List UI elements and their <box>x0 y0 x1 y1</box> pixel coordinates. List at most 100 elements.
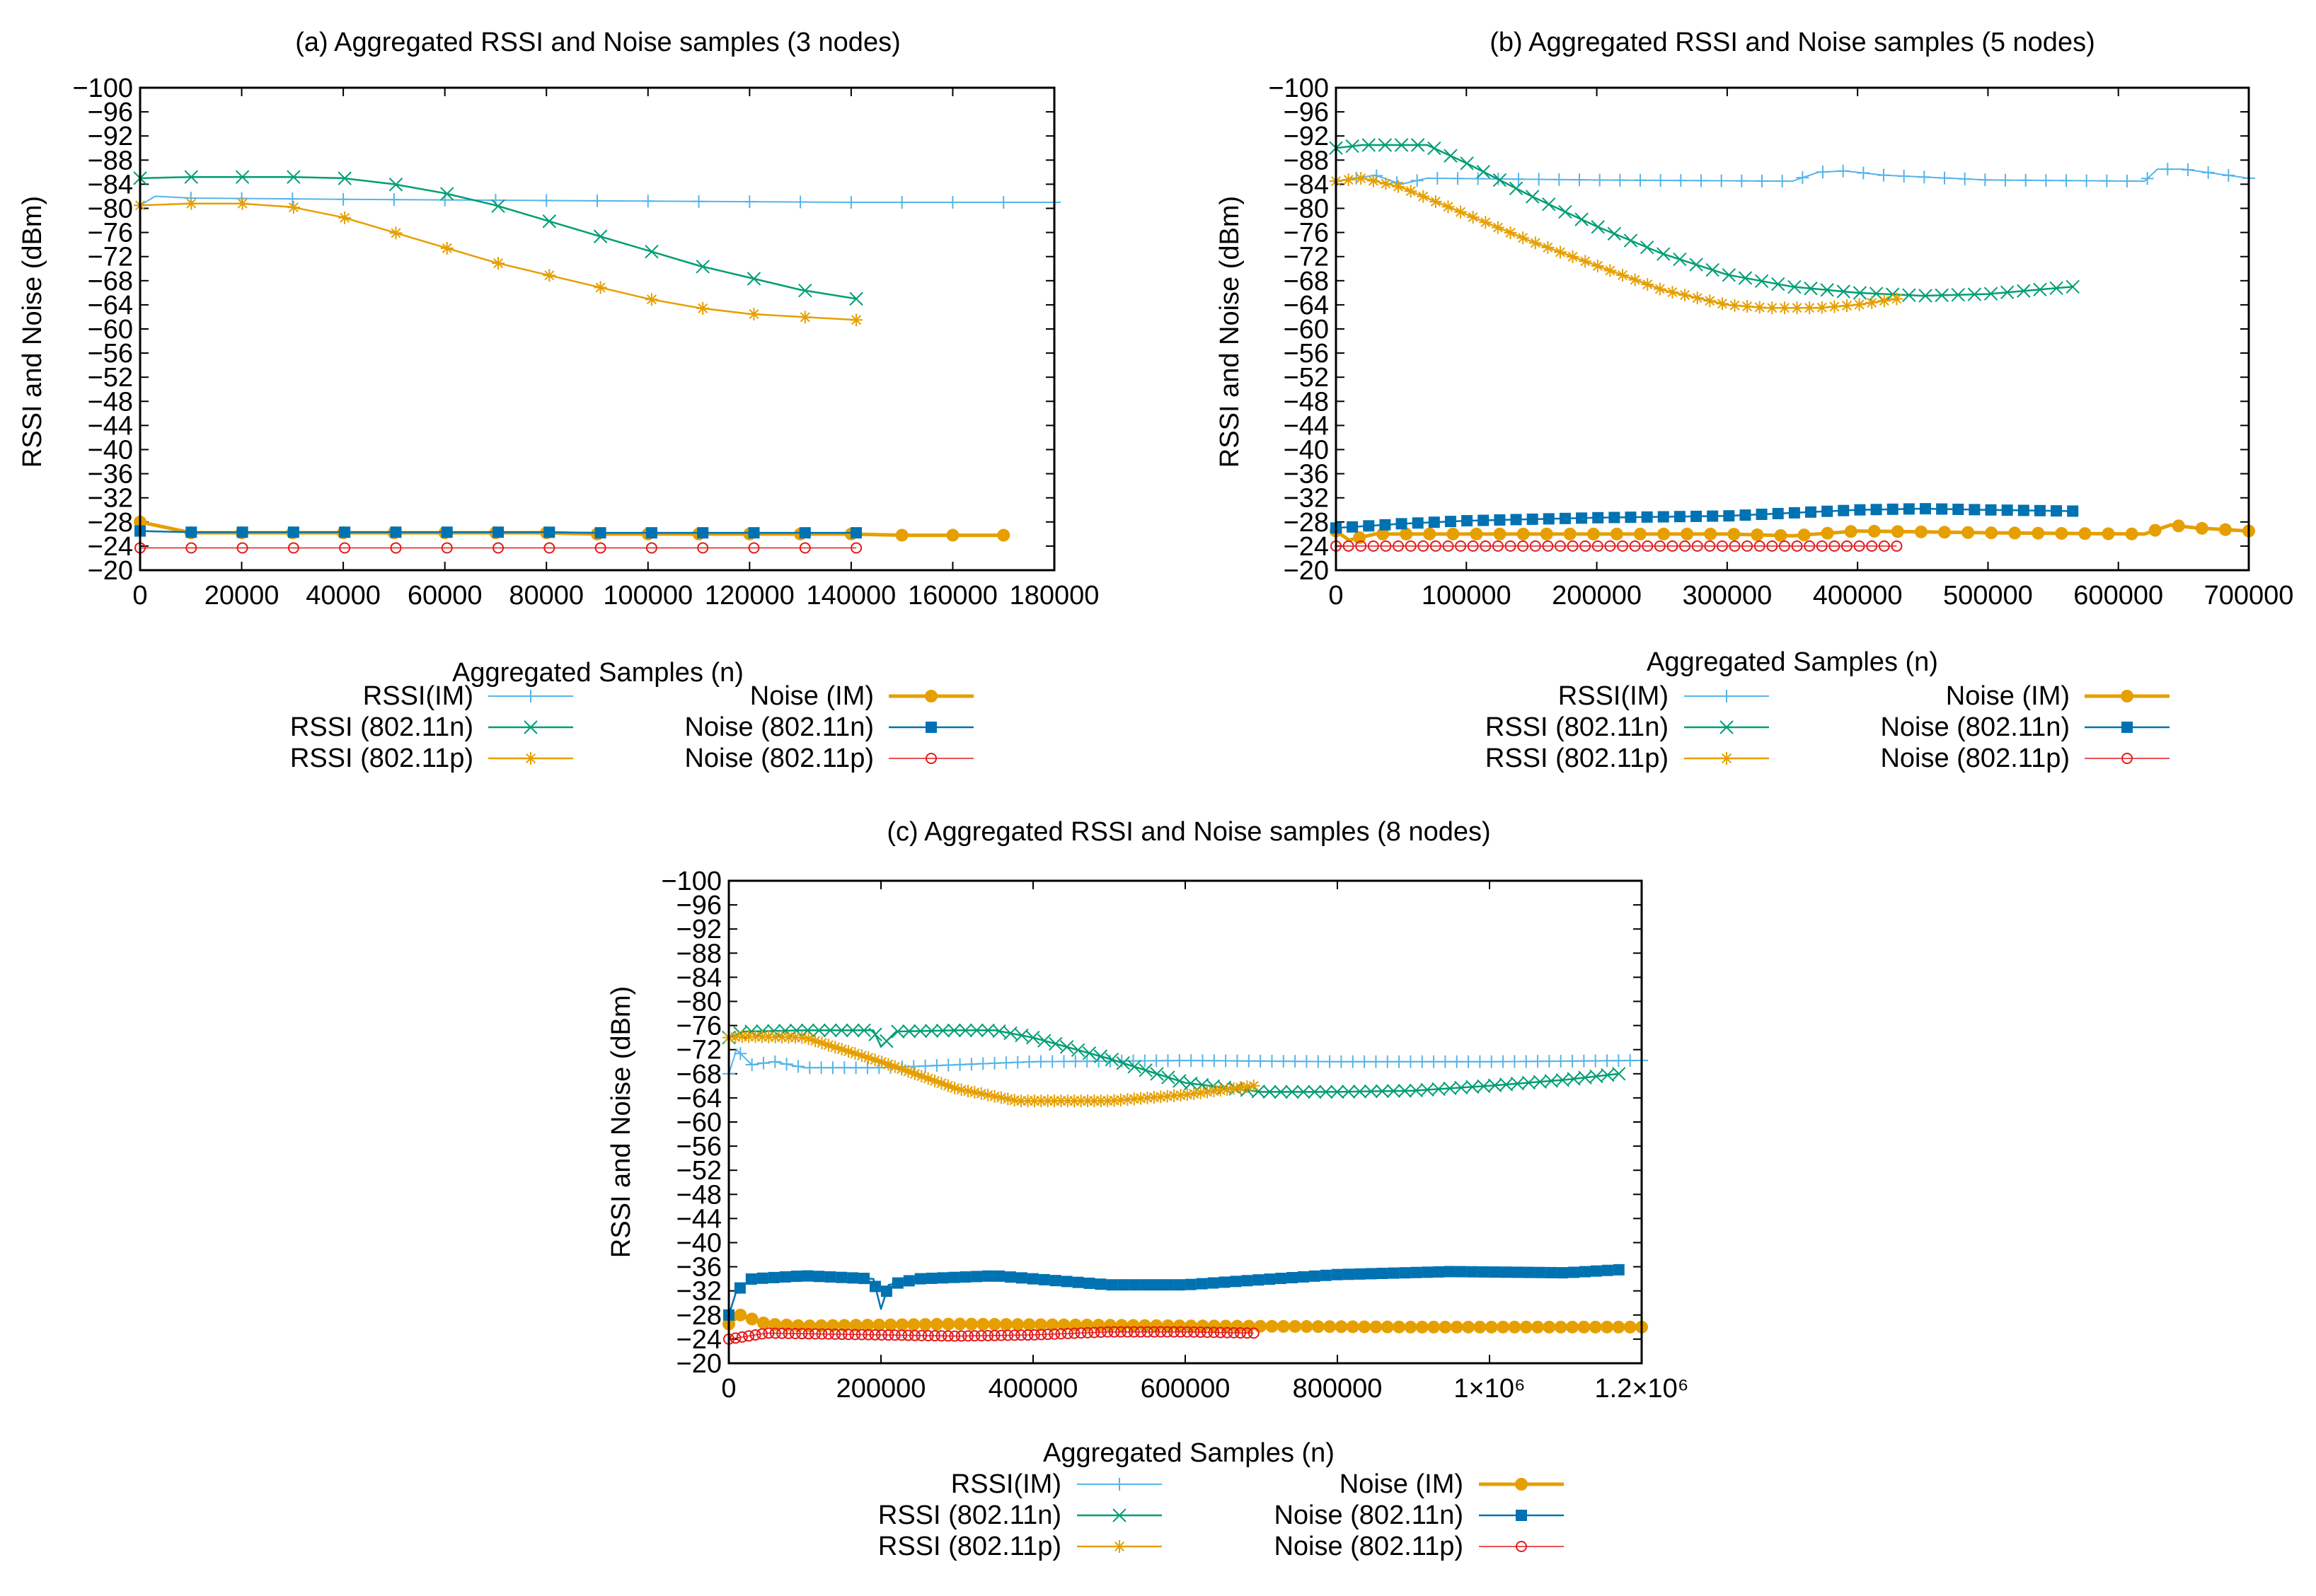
series-marker <box>1654 173 1667 187</box>
panel-b-legend-label-noise-p: Noise (802.11p) <box>1880 744 2070 773</box>
series-marker <box>1613 1264 1625 1276</box>
series-marker <box>1601 1264 1613 1276</box>
series-marker <box>1735 174 1748 187</box>
series-marker <box>1642 540 1654 552</box>
series-marker <box>1865 296 1879 309</box>
series-marker <box>1068 1094 1081 1108</box>
y-tick-label: −36 <box>1284 460 1329 490</box>
series-marker <box>1439 1320 1452 1334</box>
series-marker <box>895 528 909 542</box>
series-marker <box>1140 1279 1152 1291</box>
series-marker <box>969 1023 984 1038</box>
series-marker <box>1184 1076 1198 1091</box>
series-marker <box>645 542 657 554</box>
series-marker <box>976 1317 990 1331</box>
series-marker <box>1729 540 1741 552</box>
series-marker <box>855 1329 868 1341</box>
y-tick-label: −88 <box>676 939 722 968</box>
series-marker <box>884 1318 897 1331</box>
series-marker <box>1673 252 1687 267</box>
series-marker <box>1613 173 1627 187</box>
series-marker <box>1691 540 1703 552</box>
series-marker <box>895 1063 909 1076</box>
series-marker <box>287 201 300 214</box>
series-marker <box>1147 1091 1160 1104</box>
series-marker <box>1492 173 1507 187</box>
series-marker <box>1221 1326 1233 1338</box>
series-marker <box>1610 527 1623 540</box>
series-marker <box>1978 173 1992 187</box>
series-marker <box>1409 1083 1423 1098</box>
series-marker <box>1393 1055 1406 1068</box>
series-marker <box>849 1329 861 1341</box>
series-marker <box>2148 524 2162 537</box>
panel-b-legend-samples <box>1684 690 2170 765</box>
series-marker <box>1011 1318 1025 1331</box>
series-marker <box>1679 540 1691 552</box>
series-marker <box>1042 1329 1054 1341</box>
series-marker <box>1439 1055 1452 1068</box>
series-marker <box>860 1319 874 1332</box>
series-marker <box>880 1034 894 1048</box>
series-marker <box>1504 540 1516 552</box>
series-marker <box>1117 1279 1129 1291</box>
series-marker <box>1196 1319 1209 1333</box>
series-marker <box>1840 540 1853 552</box>
series-marker <box>1365 1268 1377 1280</box>
series-marker <box>2066 279 2080 294</box>
series-marker <box>1427 1320 1441 1334</box>
series-marker <box>869 1280 881 1293</box>
series-marker <box>697 542 709 554</box>
series-marker <box>1985 526 1998 540</box>
series-marker <box>882 1329 894 1341</box>
series-marker <box>1591 220 1605 234</box>
y-tick-label: −76 <box>676 1012 722 1041</box>
series-marker <box>1071 1043 1085 1057</box>
legend-sample-marker <box>1719 720 1734 734</box>
series-marker <box>1616 268 1630 282</box>
series-marker <box>1168 1326 1180 1338</box>
y-tick-label: −28 <box>1284 508 1329 538</box>
panel-b-series <box>1329 138 2255 552</box>
series-marker <box>1519 1055 1533 1068</box>
series-marker <box>1207 1054 1221 1068</box>
series-marker <box>780 1058 793 1071</box>
y-tick-label: −68 <box>1284 267 1329 296</box>
series-marker <box>1555 1072 1569 1087</box>
series-marker <box>1612 1067 1626 1081</box>
panel-b-legend-label-rssi-n: RSSI (802.11n) <box>1485 712 1669 742</box>
series-marker <box>747 272 761 286</box>
series-marker <box>909 1329 921 1341</box>
series-marker <box>948 1271 960 1283</box>
series-marker <box>947 1023 962 1038</box>
series-marker <box>915 1070 928 1083</box>
series-marker <box>1059 1040 1074 1054</box>
series-marker <box>1936 503 1948 515</box>
series-marker <box>1393 1320 1406 1334</box>
series-marker <box>2141 172 2154 185</box>
y-tick-label: −56 <box>1284 339 1329 369</box>
series-marker <box>875 1329 887 1341</box>
series-marker <box>1716 540 1728 552</box>
legend-sample-marker <box>926 722 937 733</box>
y-tick-label: −36 <box>88 460 133 490</box>
panel-c-legend-label-noise-n: Noise (802.11n) <box>1274 1500 1463 1530</box>
series-marker <box>1552 173 1566 186</box>
panel-a-xlabel: Aggregated Samples (n) <box>452 658 744 688</box>
series-marker <box>928 1074 942 1087</box>
series-marker <box>1046 1318 1059 1331</box>
series-marker <box>1455 540 1467 552</box>
series-noise-n <box>723 1264 1625 1321</box>
x-tick-label: 180000 <box>1010 581 1100 611</box>
series-marker <box>1422 1266 1434 1278</box>
series-marker <box>953 1058 967 1071</box>
series-marker <box>1015 1028 1029 1043</box>
series-marker <box>799 542 811 554</box>
series-marker <box>1003 1026 1018 1041</box>
series-marker <box>1579 255 1592 268</box>
series-marker <box>1969 504 1981 516</box>
series-marker <box>594 281 607 294</box>
series-marker <box>981 1023 995 1038</box>
series-marker <box>1207 1277 1219 1289</box>
series-marker <box>1563 527 1577 540</box>
